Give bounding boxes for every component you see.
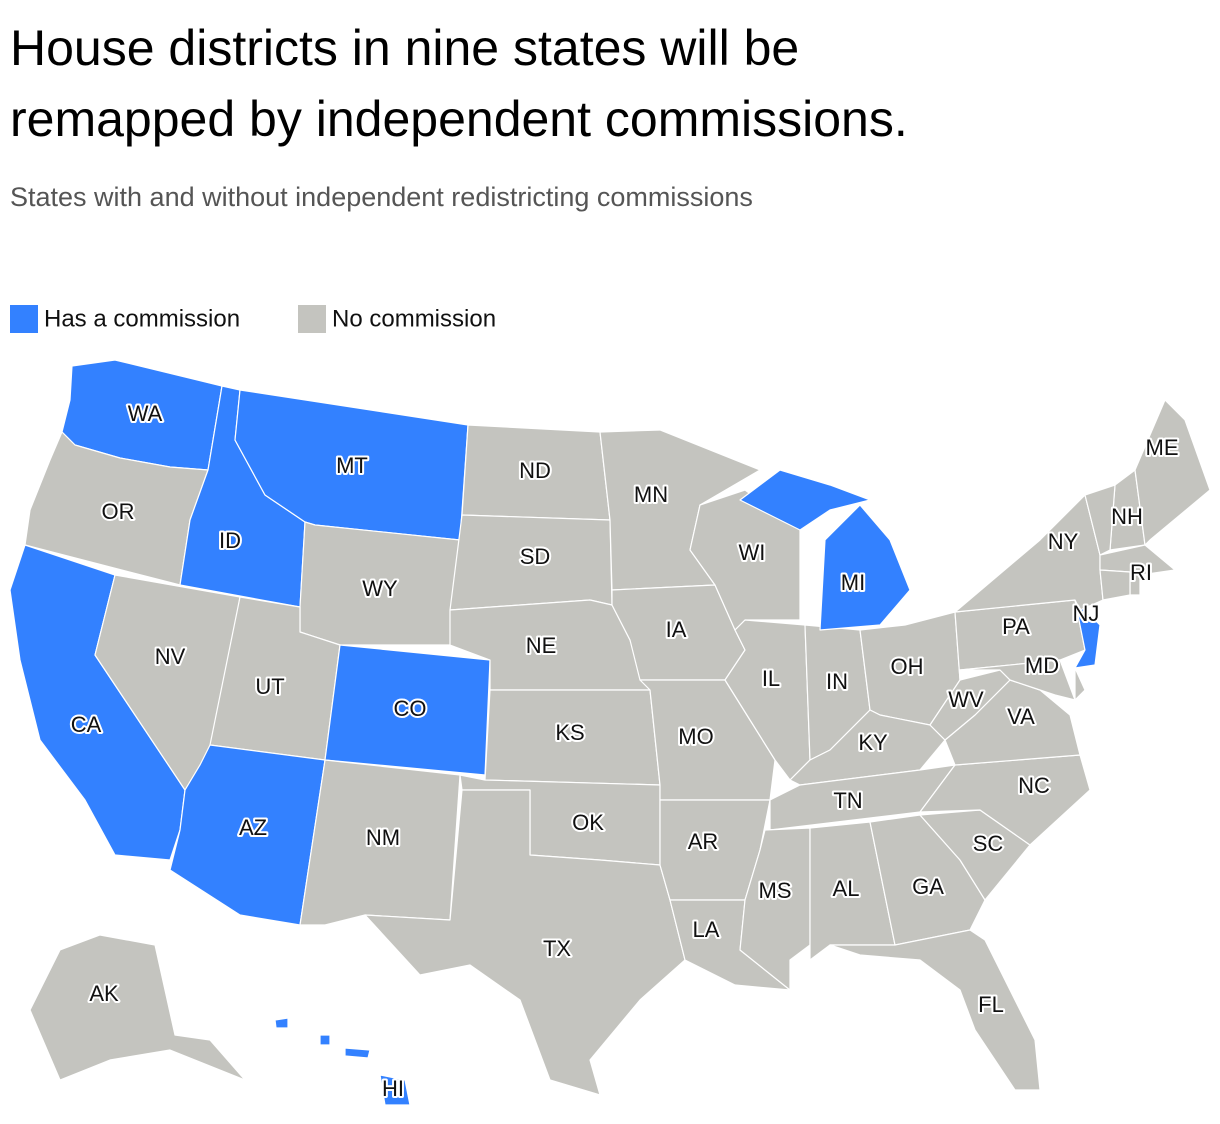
state-label: AK — [89, 981, 119, 1006]
legend-swatch — [10, 305, 38, 333]
state-label: IN — [826, 669, 848, 694]
state-shape — [344, 1047, 371, 1059]
state-shape — [274, 1017, 289, 1029]
state-label: SD — [520, 544, 551, 569]
state-label: NJ — [1073, 601, 1100, 626]
state-shape — [1099, 569, 1131, 601]
state-label: WV — [948, 687, 984, 712]
state-label: AZ — [239, 815, 267, 840]
state-shape — [829, 929, 1041, 1091]
legend-label: Has a commission — [44, 305, 240, 332]
state-label: PA — [1002, 614, 1030, 639]
state-label: NM — [366, 825, 400, 850]
state-label: ID — [219, 528, 241, 553]
state-shape — [1084, 484, 1116, 556]
state-label: MD — [1025, 653, 1059, 678]
states — [9, 359, 1211, 1106]
state-label: MO — [678, 724, 713, 749]
state-label: VA — [1007, 704, 1035, 729]
title-line: House districts in nine states will be — [10, 20, 799, 76]
legend: Has a commission No commission — [10, 305, 496, 333]
state-label: KS — [555, 720, 584, 745]
state-labels: WA OR CA NV ID MT WY UT CO AZ NM ND SD NE KS OK TX MN IA MO… — [69, 399, 1181, 1103]
state-label: MN — [634, 482, 668, 507]
state-shape — [1074, 667, 1086, 701]
state-label: AL — [833, 876, 860, 901]
state-label: MI — [841, 570, 865, 595]
state-label: OH — [891, 654, 924, 679]
state-shape — [1134, 399, 1211, 546]
state-label: ME — [1146, 435, 1179, 460]
state-label: RI — [1130, 560, 1152, 585]
state-label: MS — [759, 878, 792, 903]
state-label: WA — [128, 401, 163, 426]
state-shape — [954, 494, 1104, 613]
state-label: NH — [1111, 504, 1143, 529]
state-label: OR — [102, 499, 135, 524]
state-shape — [1074, 599, 1101, 669]
state-shape — [819, 504, 911, 631]
state-label: KY — [858, 730, 888, 755]
state-label: NV — [155, 644, 186, 669]
state-label: TN — [833, 788, 862, 813]
state-label: SC — [973, 831, 1004, 856]
state-shape — [959, 659, 1076, 701]
legend-swatch — [298, 305, 326, 333]
state-label: IL — [762, 666, 780, 691]
state-label: ND — [519, 458, 551, 483]
legend-label: No commission — [332, 305, 496, 332]
state-label: HI — [382, 1076, 404, 1101]
state-label: IA — [666, 617, 687, 642]
state-label: TX — [543, 936, 571, 961]
state-label: NE — [526, 633, 557, 658]
state-shape — [29, 934, 246, 1081]
state-label: AR — [688, 829, 719, 854]
state-label: FL — [978, 992, 1004, 1017]
subtitle: States with and without independent redi… — [10, 182, 753, 212]
state-label: NY — [1048, 529, 1079, 554]
state-label: GA — [912, 874, 944, 899]
state-shape — [319, 1034, 331, 1046]
state-label: OK — [572, 810, 604, 835]
state-label: UT — [255, 674, 284, 699]
state-label: NC — [1018, 773, 1050, 798]
state-label: WY — [362, 576, 398, 601]
state-shape — [379, 1074, 411, 1106]
state-shape — [364, 789, 686, 1096]
state-shape — [739, 469, 871, 531]
state-label: MT — [336, 453, 368, 478]
state-label: LA — [693, 917, 720, 942]
title-line: remapped by independent commissions. — [10, 91, 908, 147]
state-label: CA — [71, 712, 102, 737]
state-label: CO — [394, 696, 427, 721]
state-label: WI — [739, 540, 766, 565]
